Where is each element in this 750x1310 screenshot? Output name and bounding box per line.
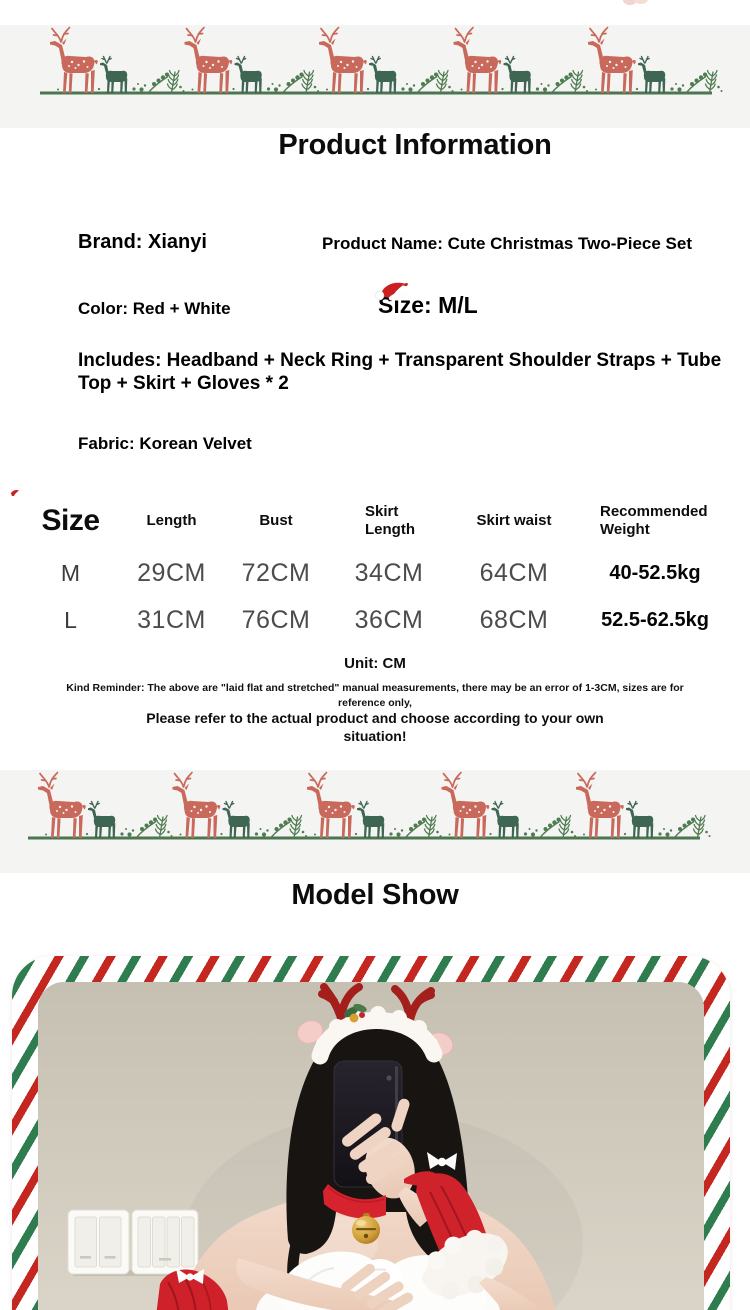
size-table-title: Size bbox=[8, 490, 121, 550]
size-table-title-text: Size bbox=[41, 504, 100, 537]
page-title-model-show: Model Show bbox=[291, 879, 459, 911]
product-name-label: Product Name: Cute Christmas Two-Piece S… bbox=[322, 234, 692, 253]
kind-reminder-text: Kind Reminder: The above are "laid flat … bbox=[66, 682, 684, 709]
row-l-size: L bbox=[64, 607, 77, 633]
red-glove-left bbox=[156, 1268, 229, 1310]
row-m-skirt-length: 34CM bbox=[354, 559, 424, 587]
row-m-size: M bbox=[60, 560, 81, 586]
row-l-bust: 76CM bbox=[241, 606, 311, 634]
row-l-weight: 52.5-62.5kg bbox=[601, 609, 709, 631]
fabric-label: Fabric: Korean Velvet bbox=[78, 434, 252, 453]
red-glove-right bbox=[404, 1152, 541, 1310]
col-header-skirt-length: Skirt Length bbox=[365, 503, 415, 538]
christmas-deer-divider-top bbox=[0, 25, 750, 128]
light-switch-illustration bbox=[67, 1209, 199, 1276]
row-m-length: 29CM bbox=[137, 559, 206, 587]
row-l-length: 31CM bbox=[137, 606, 206, 634]
col-header-skirt-waist: Skirt waist bbox=[476, 512, 552, 530]
model-photo bbox=[38, 982, 704, 1310]
red-choker bbox=[323, 1184, 386, 1219]
row-l-skirt-waist: 68CM bbox=[479, 606, 549, 634]
row-m-skirt-waist: 64CM bbox=[479, 559, 549, 587]
row-l-skirt-length: 36CM bbox=[354, 606, 424, 634]
brand-label: Brand: Xianyi bbox=[78, 231, 207, 253]
color-label: Color: Red + White bbox=[78, 299, 231, 318]
advice-text: Please refer to the actual product and c… bbox=[146, 710, 604, 745]
santa-hat-mini-icon bbox=[8, 490, 19, 498]
santa-hat-icon bbox=[374, 282, 408, 301]
includes-label: Includes: Headband + Neck Ring + Transpa… bbox=[78, 350, 722, 394]
row-m-bust: 72CM bbox=[241, 559, 311, 587]
model-left-arm bbox=[236, 1258, 413, 1310]
faded-petal-icon bbox=[623, 0, 648, 5]
page-title-product-information: Product Information bbox=[278, 129, 552, 161]
candy-stripe-photo-frame bbox=[12, 956, 730, 1310]
col-header-bust: Bust bbox=[259, 512, 293, 530]
gold-bell bbox=[352, 1213, 380, 1244]
christmas-deer-divider-bottom bbox=[0, 770, 750, 873]
row-m-weight: 40-52.5kg bbox=[609, 562, 701, 584]
antler-headband bbox=[296, 983, 454, 1065]
size-table: Size Length Bust Skirt Length Skirt wais… bbox=[8, 490, 730, 644]
col-header-recommended-weight: Recommended Weight bbox=[600, 503, 708, 538]
model-right-hand bbox=[342, 1098, 436, 1227]
unit-note: Unit: CM bbox=[344, 655, 406, 672]
col-header-length: Length bbox=[146, 512, 197, 530]
